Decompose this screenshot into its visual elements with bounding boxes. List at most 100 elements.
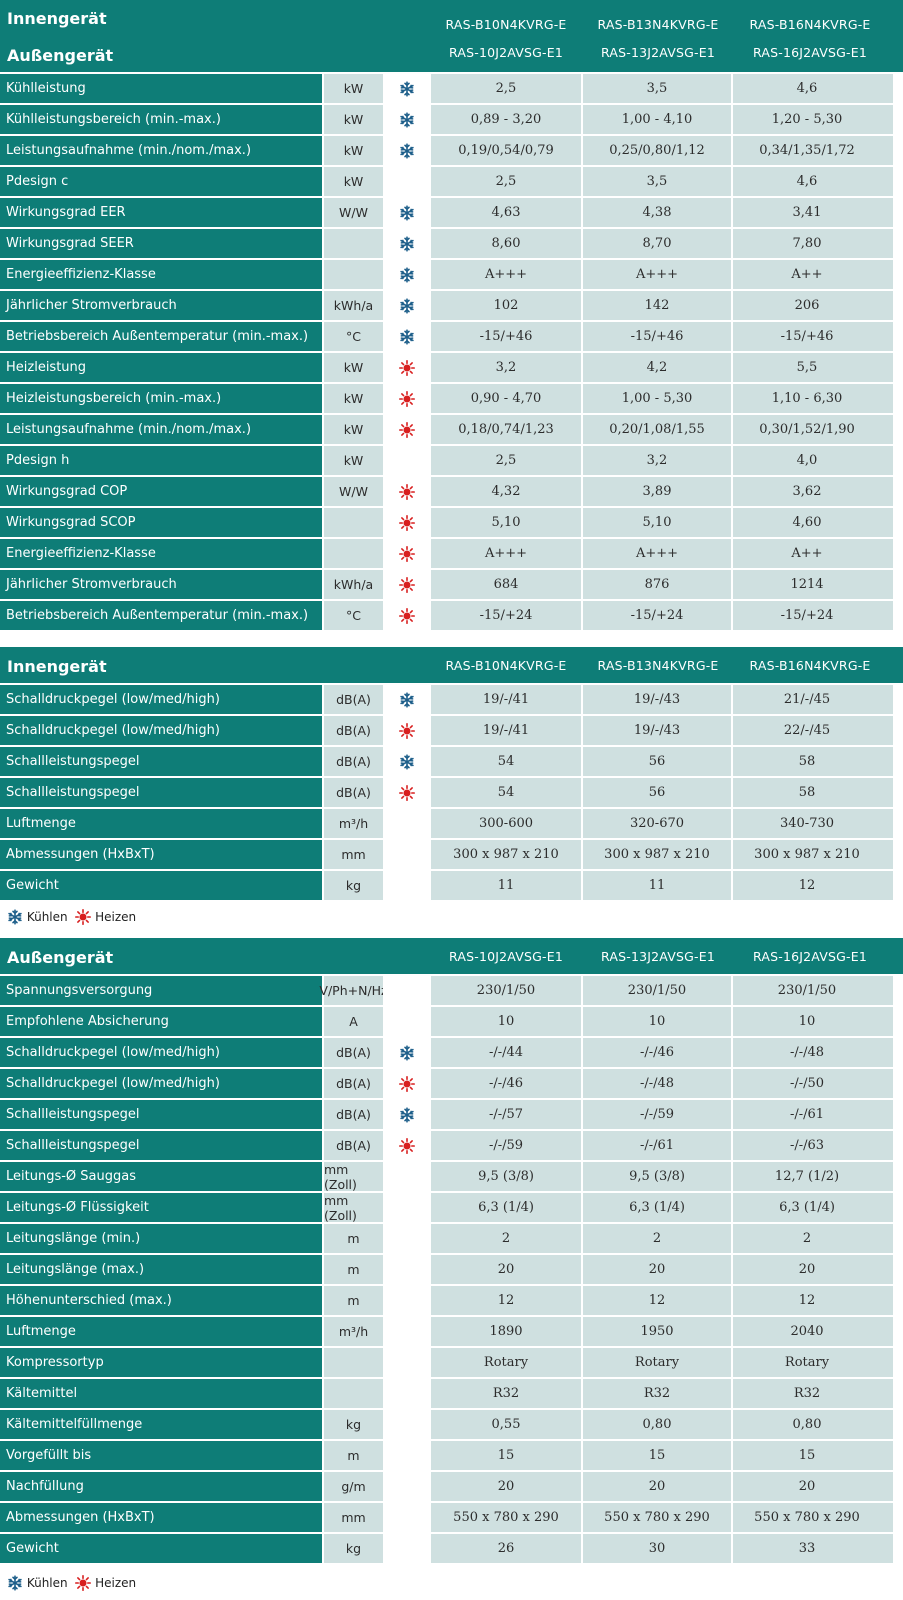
row-label: Gewicht [0, 871, 322, 900]
value-cell-3: Rotary [731, 1348, 881, 1377]
value-cell-1: 15 [431, 1441, 581, 1470]
model-2: RAS-13J2AVSG-E1 [600, 949, 715, 964]
row-label: Heizleistungsbereich (min.-max.) [0, 384, 322, 413]
value-cell-2: 3,5 [581, 74, 731, 103]
row-end [881, 1410, 893, 1439]
value-cell-2: A+++ [581, 260, 731, 289]
row-end [881, 260, 893, 289]
row-label: Spannungsversorgung [0, 976, 322, 1005]
header-title: Innengerät [7, 657, 107, 676]
value-cell-1: 3,2 [431, 353, 581, 382]
value-cell-2: 20 [581, 1255, 731, 1284]
value-cell-1: 19/-/41 [431, 685, 581, 714]
value-cell-1: 6,3 (1/4) [431, 1193, 581, 1222]
snowflake-icon [383, 747, 431, 776]
value-cell-3: 340-730 [731, 809, 881, 838]
row-end [881, 1100, 893, 1129]
table-row: Betriebsbereich Außentemperatur (min.-ma… [0, 601, 903, 632]
row-label: Kältemittel [0, 1379, 322, 1408]
spec-table-indoor: Innengerät RAS-B10N4KVRG-E RAS-B13N4KVRG… [0, 647, 903, 902]
value-cell-3: 12 [731, 871, 881, 900]
value-cell-2: 19/-/43 [581, 685, 731, 714]
row-unit: dB(A) [322, 1100, 383, 1129]
value-cell-2: 3,5 [581, 167, 731, 196]
row-unit: dB(A) [322, 685, 383, 714]
sun-icon [383, 539, 431, 568]
sun-icon [383, 477, 431, 506]
value-cell-1: 19/-/41 [431, 716, 581, 745]
value-cell-1: 20 [431, 1255, 581, 1284]
row-unit: m³/h [322, 809, 383, 838]
indoor-model-1: RAS-B10N4KVRG-E [445, 17, 567, 32]
row-unit: mm [322, 1503, 383, 1532]
row-unit [322, 229, 383, 258]
table-row: Schalldruckpegel (low/med/high) dB(A) 19/-… [0, 685, 903, 716]
value-cell-1: A+++ [431, 260, 581, 289]
legend-heat: Heizen [75, 1575, 136, 1591]
value-cell-3: 3,41 [731, 198, 881, 227]
row-label: Kühlleistungsbereich (min.-max.) [0, 105, 322, 134]
row-unit: °C [322, 322, 383, 351]
snowflake-icon [383, 229, 431, 258]
value-cell-2: 2 [581, 1224, 731, 1253]
value-cell-1: -15/+24 [431, 601, 581, 630]
icon-cell-empty [383, 1286, 431, 1315]
sun-icon [383, 601, 431, 630]
value-cell-2: 12 [581, 1286, 731, 1315]
row-label: Energieeffizienz-Klasse [0, 260, 322, 289]
value-cell-2: 5,10 [581, 508, 731, 537]
row-end [881, 1441, 893, 1470]
value-cell-1: -/-/46 [431, 1069, 581, 1098]
value-cell-2: -/-/61 [581, 1131, 731, 1160]
row-label: Schallleistungspegel [0, 778, 322, 807]
row-label: Heizleistung [0, 353, 322, 382]
value-cell-2: -/-/48 [581, 1069, 731, 1098]
icon-cell-empty [383, 1379, 431, 1408]
model-1: RAS-B10N4KVRG-E [445, 658, 567, 673]
value-cell-1: 10 [431, 1007, 581, 1036]
row-unit: kg [322, 871, 383, 900]
value-cell-3: A++ [731, 260, 881, 289]
table-row: Leitungslänge (max.) m 20 20 20 [0, 1255, 903, 1286]
header-title-indoor: Innengerät [7, 9, 107, 28]
table-row: Schalldruckpegel (low/med/high) dB(A) 19/-… [0, 716, 903, 747]
value-cell-2: 550 x 780 x 290 [581, 1503, 731, 1532]
table-row: Spannungsversorgung V/Ph+N/Hz 230/1/50 230/… [0, 976, 903, 1007]
row-end [881, 747, 893, 776]
icon-cell-empty [383, 1410, 431, 1439]
row-end [881, 1286, 893, 1315]
row-unit: dB(A) [322, 747, 383, 776]
row-unit: m [322, 1255, 383, 1284]
value-cell-3: 1,20 - 5,30 [731, 105, 881, 134]
value-cell-1: 20 [431, 1472, 581, 1501]
row-end [881, 477, 893, 506]
value-cell-2: 56 [581, 778, 731, 807]
value-cell-1: 0,19/0,54/0,79 [431, 136, 581, 165]
table-row: Kühlleistung kW 2,5 3,5 4,6 [0, 74, 903, 105]
table-row: Nachfüllung g/m 20 20 20 [0, 1472, 903, 1503]
row-end [881, 1348, 893, 1377]
value-cell-2: 20 [581, 1472, 731, 1501]
row-end [881, 778, 893, 807]
snowflake-icon [383, 105, 431, 134]
value-cell-3: 58 [731, 747, 881, 776]
sun-icon [75, 1575, 92, 1591]
table-row: Höhenunterschied (max.) m 12 12 12 [0, 1286, 903, 1317]
table-body: Kühlleistung kW 2,5 3,5 4,6 Kühlleistungsbere… [0, 74, 903, 632]
table-row: Gewicht kg 26 30 33 [0, 1534, 903, 1565]
row-label: Wirkungsgrad SCOP [0, 508, 322, 537]
value-cell-3: 58 [731, 778, 881, 807]
row-unit: kW [322, 167, 383, 196]
row-end [881, 539, 893, 568]
model-3: RAS-B16N4KVRG-E [749, 658, 871, 673]
row-unit [322, 1348, 383, 1377]
value-cell-1: 0,18/0,74/1,23 [431, 415, 581, 444]
icon-cell-empty [383, 1317, 431, 1346]
value-cell-2: 4,38 [581, 198, 731, 227]
row-label: Gewicht [0, 1534, 322, 1563]
row-unit: m [322, 1441, 383, 1470]
row-unit: kW [322, 446, 383, 475]
table-body: Schalldruckpegel (low/med/high) dB(A) 19/-… [0, 685, 903, 902]
row-end [881, 384, 893, 413]
row-label: Schallleistungspegel [0, 1100, 322, 1129]
